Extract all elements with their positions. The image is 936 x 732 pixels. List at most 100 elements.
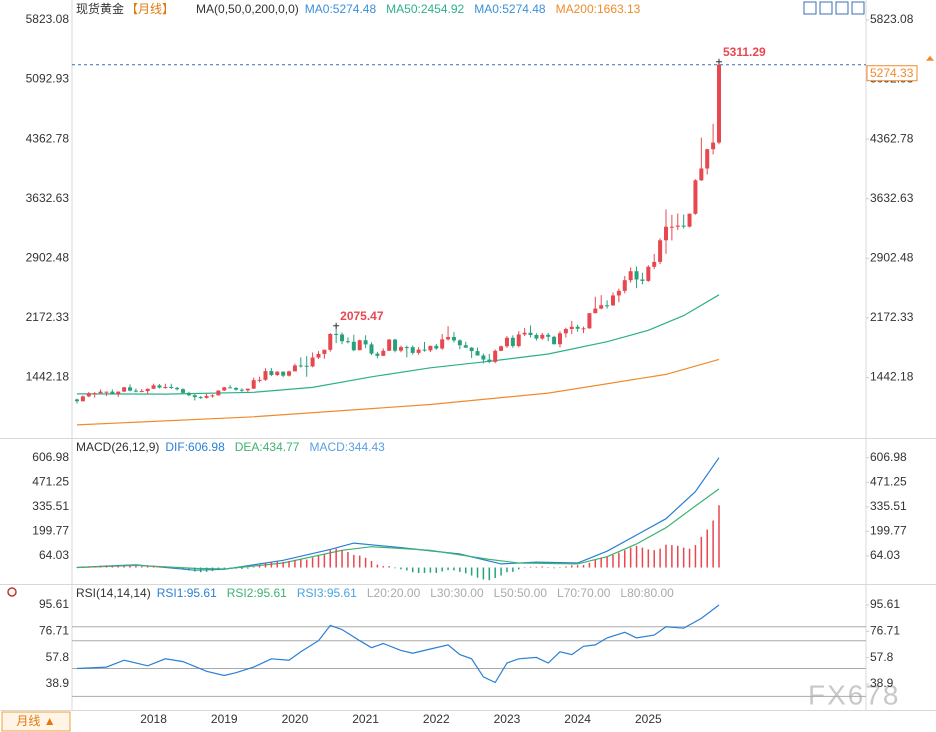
candle-body (510, 337, 515, 347)
tool-icon[interactable] (851, 1, 865, 15)
x-tick-label: 2019 (211, 712, 238, 726)
y-tick-label: 57.8 (46, 650, 70, 664)
toolbar[interactable] (803, 1, 865, 15)
y-tick-label-right: 2172.33 (870, 310, 914, 324)
legend-entry: RSI2:95.61 (227, 586, 287, 600)
candle-body (646, 266, 651, 281)
candle-body (75, 399, 79, 402)
histogram-bar (170, 567, 172, 568)
histogram-bar (152, 565, 155, 568)
histogram-bar (270, 562, 273, 568)
histogram-bar (494, 567, 496, 579)
candle-body (687, 213, 692, 227)
y-tick-label-right: 471.25 (870, 474, 907, 488)
histogram-bar (606, 556, 608, 568)
settings-icon[interactable] (7, 587, 17, 597)
candle-body (616, 290, 621, 296)
legend-entry: MA200:1663.13 (556, 2, 641, 16)
candle-body (316, 353, 321, 358)
histogram-bar (641, 547, 644, 568)
histogram-bar (517, 567, 520, 570)
y-tick-label: 335.51 (32, 499, 69, 513)
histogram-bar (647, 549, 650, 568)
plot-area (76, 457, 720, 581)
tool-icon[interactable] (835, 1, 849, 15)
histogram-bar (135, 566, 137, 568)
histogram-bar (653, 550, 655, 568)
candle-body (428, 345, 433, 351)
period-button-label[interactable]: 月线 ▲ (16, 714, 55, 728)
candle-body (451, 337, 456, 341)
candle-body (658, 240, 663, 262)
legend-entry: DIF:606.98 (165, 440, 225, 454)
histogram-bar (194, 567, 196, 572)
period-button[interactable] (1, 711, 71, 732)
y-tick-label-right: 606.98 (870, 450, 907, 464)
candle-body (540, 334, 545, 339)
histogram-bar (176, 567, 178, 569)
histogram-bar (164, 566, 167, 568)
last-price-box (866, 65, 918, 82)
candle-body (440, 339, 445, 349)
histogram-bar (476, 567, 479, 578)
candle-body (328, 333, 333, 350)
histogram-bar (624, 550, 626, 568)
y-tick-label-right: 95.61 (870, 597, 900, 611)
histogram-bar (712, 520, 714, 568)
high-marker (716, 58, 722, 65)
histogram-bar (382, 566, 385, 568)
candle-body (404, 347, 409, 349)
candle-body (711, 142, 716, 150)
y-tick-label: 2172.33 (26, 310, 70, 324)
candle-body (557, 333, 562, 345)
histogram-bar (282, 561, 284, 568)
tool-icon[interactable] (803, 1, 817, 15)
histogram-bar (158, 566, 161, 568)
tool-icon[interactable] (819, 1, 833, 15)
histogram-bar (565, 566, 567, 568)
candle-body (210, 395, 215, 397)
candle-body (717, 64, 721, 143)
histogram-bar (718, 505, 720, 568)
histogram-bar (323, 554, 326, 568)
histogram-bar (276, 561, 279, 568)
y-tick-label: 199.77 (32, 524, 69, 538)
candle-body (634, 271, 639, 280)
candle-body (292, 365, 297, 372)
histogram-bar (364, 557, 367, 568)
histogram-bar (588, 562, 591, 568)
candle-body (481, 355, 486, 360)
histogram-bar (294, 559, 296, 568)
series-line (76, 358, 720, 426)
series-line (76, 294, 720, 395)
candle-body (575, 326, 580, 329)
y-tick-label-right: 76.71 (870, 624, 900, 638)
histogram-bar (677, 545, 679, 568)
candle-body (310, 357, 315, 367)
last-price-label: 5274.33 (870, 66, 914, 80)
candle-body (652, 261, 657, 267)
candle-body (499, 346, 504, 351)
candle-body (610, 295, 615, 306)
candle-body (675, 225, 680, 227)
candle-body (546, 334, 551, 337)
candle-body (192, 395, 197, 398)
candle-body (504, 337, 509, 347)
candle-body (457, 340, 462, 346)
histogram-bar (329, 550, 332, 568)
candle-body (157, 385, 162, 388)
y-tick-label: 5092.93 (26, 72, 70, 86)
histogram-bar (88, 566, 90, 568)
histogram-bar (482, 567, 485, 580)
candle-body (175, 387, 180, 390)
candle-body (257, 379, 262, 381)
candle-body (98, 391, 103, 394)
legend-entry: MA0:5274.48 (305, 2, 377, 16)
candle-body (181, 389, 186, 393)
y-tick-label-right: 4362.78 (870, 131, 914, 145)
y-tick-label: 95.61 (39, 597, 69, 611)
histogram-bar (635, 545, 638, 568)
candle-body (133, 390, 138, 392)
histogram-bar (182, 567, 184, 570)
